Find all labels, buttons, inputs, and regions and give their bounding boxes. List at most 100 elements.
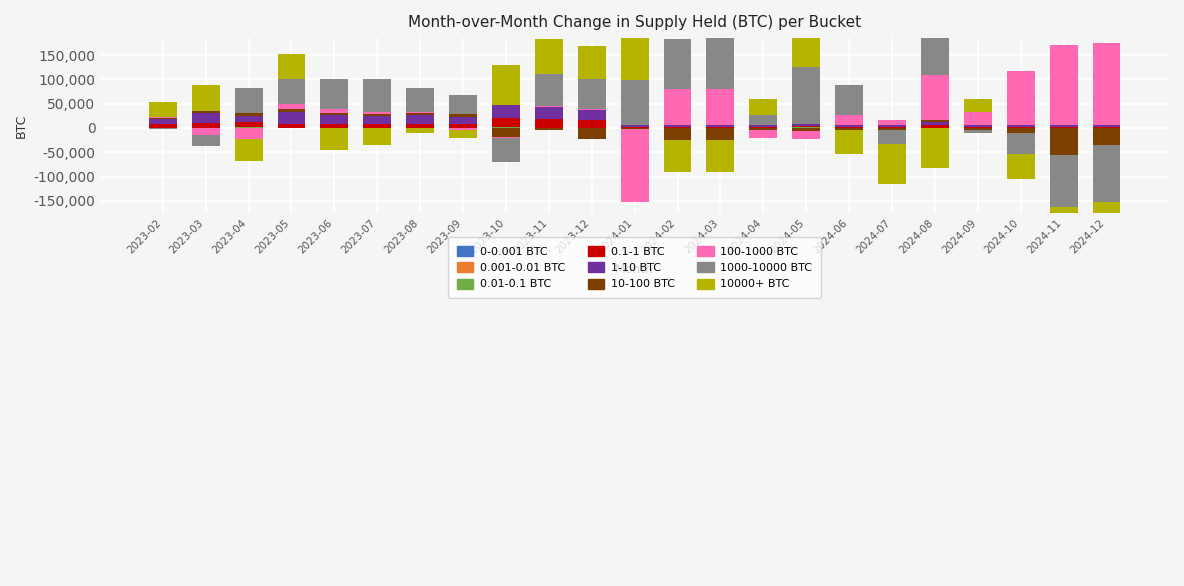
Bar [277, 124, 305, 128]
Bar [879, 125, 906, 127]
Bar [493, 138, 520, 162]
Bar [192, 128, 220, 135]
Bar [879, 128, 906, 131]
Bar [792, 128, 821, 131]
Bar [1093, 43, 1120, 125]
Bar [578, 108, 606, 110]
Bar [1050, 207, 1077, 277]
Bar [1093, 202, 1120, 281]
Bar [493, 128, 520, 137]
Bar [535, 74, 562, 106]
Bar [449, 131, 477, 138]
Bar [620, 0, 649, 80]
Bar [1050, 125, 1077, 127]
Bar [406, 115, 435, 124]
Bar [792, 131, 821, 139]
Bar [406, 124, 435, 128]
Bar [192, 86, 220, 111]
Bar [1050, 128, 1077, 155]
Bar [620, 80, 649, 125]
Bar [620, 128, 649, 129]
Bar [493, 104, 520, 118]
Bar [921, 75, 948, 120]
Bar [792, 124, 821, 126]
Bar [578, 79, 606, 108]
Bar [879, 144, 906, 184]
Bar [792, 10, 821, 67]
Bar [321, 113, 348, 115]
Bar [835, 128, 863, 131]
Bar [879, 131, 906, 144]
Bar [879, 120, 906, 125]
Bar [363, 114, 391, 117]
Bar [1006, 127, 1035, 128]
Bar [921, 120, 948, 122]
Bar [406, 112, 435, 113]
Bar [663, 127, 691, 128]
Bar [964, 131, 992, 133]
Bar [493, 137, 520, 138]
Bar [449, 117, 477, 124]
Bar [234, 128, 263, 139]
Bar [234, 139, 263, 161]
Bar [234, 113, 263, 115]
Bar [964, 128, 992, 131]
Bar [578, 120, 606, 128]
Bar [749, 127, 777, 128]
Bar [1006, 128, 1035, 133]
Bar [493, 118, 520, 127]
Bar [964, 125, 992, 127]
Bar [835, 131, 863, 154]
Bar [449, 124, 477, 128]
Bar [578, 46, 606, 79]
Bar [964, 127, 992, 128]
Bar [749, 99, 777, 115]
Bar [277, 79, 305, 104]
Bar [620, 127, 649, 128]
Bar [792, 67, 821, 124]
Title: Month-over-Month Change in Supply Held (BTC) per Bucket: Month-over-Month Change in Supply Held (… [408, 15, 861, 30]
Bar [707, 127, 734, 128]
Bar [835, 125, 863, 127]
Bar [663, 128, 691, 140]
Bar [1093, 125, 1120, 127]
Bar [234, 88, 263, 113]
X-axis label: Month: Month [616, 263, 654, 275]
Bar [535, 120, 562, 128]
Bar [835, 115, 863, 125]
Bar [792, 126, 821, 127]
Bar [149, 102, 176, 117]
Bar [449, 128, 477, 131]
Bar [921, 122, 948, 125]
Bar [707, 140, 734, 172]
Bar [321, 115, 348, 124]
Bar [578, 110, 606, 120]
Bar [363, 117, 391, 124]
Legend: 0-0.001 BTC, 0.001-0.01 BTC, 0.01-0.1 BTC, 0.1-1 BTC, 1-10 BTC, 10-100 BTC, 100-: 0-0.001 BTC, 0.001-0.01 BTC, 0.01-0.1 BT… [448, 237, 822, 298]
Bar [493, 64, 520, 104]
Bar [449, 114, 477, 117]
Bar [964, 113, 992, 125]
Bar [234, 122, 263, 127]
Bar [321, 128, 348, 150]
Bar [749, 125, 777, 127]
Bar [277, 104, 305, 109]
Bar [1050, 155, 1077, 207]
Bar [277, 109, 305, 111]
Bar [192, 111, 220, 113]
Bar [234, 127, 263, 128]
Bar [363, 79, 391, 111]
Bar [749, 128, 777, 131]
Bar [1006, 133, 1035, 154]
Bar [707, 32, 734, 88]
Bar [535, 107, 562, 120]
Bar [149, 120, 176, 124]
Bar [363, 128, 391, 145]
Bar [321, 124, 348, 128]
Bar [707, 88, 734, 125]
Bar [321, 79, 348, 108]
Bar [879, 127, 906, 128]
Bar [192, 122, 220, 128]
Bar [1006, 154, 1035, 179]
Bar [363, 124, 391, 128]
